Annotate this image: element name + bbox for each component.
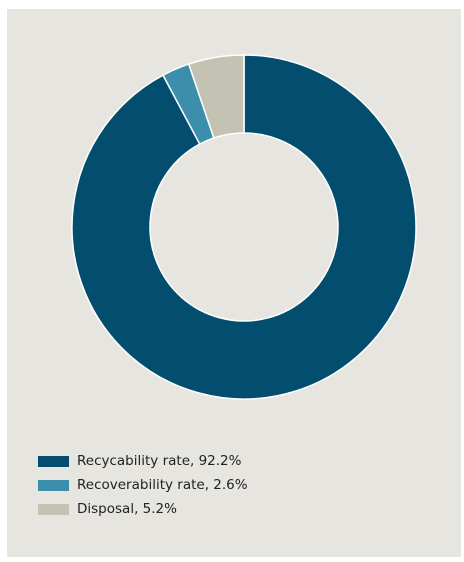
legend-item-disposal: Disposal, 5.2% [38, 497, 248, 521]
legend-swatch [38, 455, 69, 467]
chart-panel: Recycability rate, 92.2% Recoverability … [7, 9, 461, 557]
donut-slice-2 [187, 54, 245, 139]
donut-slice-0 [71, 54, 417, 400]
legend-swatch [38, 503, 69, 515]
legend-swatch [38, 479, 69, 491]
donut-chart [71, 54, 417, 400]
legend-item-recycability: Recycability rate, 92.2% [38, 449, 248, 473]
legend-label: Disposal, 5.2% [77, 501, 177, 517]
legend-label: Recoverability rate, 2.6% [77, 477, 248, 493]
legend-item-recoverability: Recoverability rate, 2.6% [38, 473, 248, 497]
legend: Recycability rate, 92.2% Recoverability … [38, 449, 248, 521]
legend-label: Recycability rate, 92.2% [77, 453, 242, 469]
